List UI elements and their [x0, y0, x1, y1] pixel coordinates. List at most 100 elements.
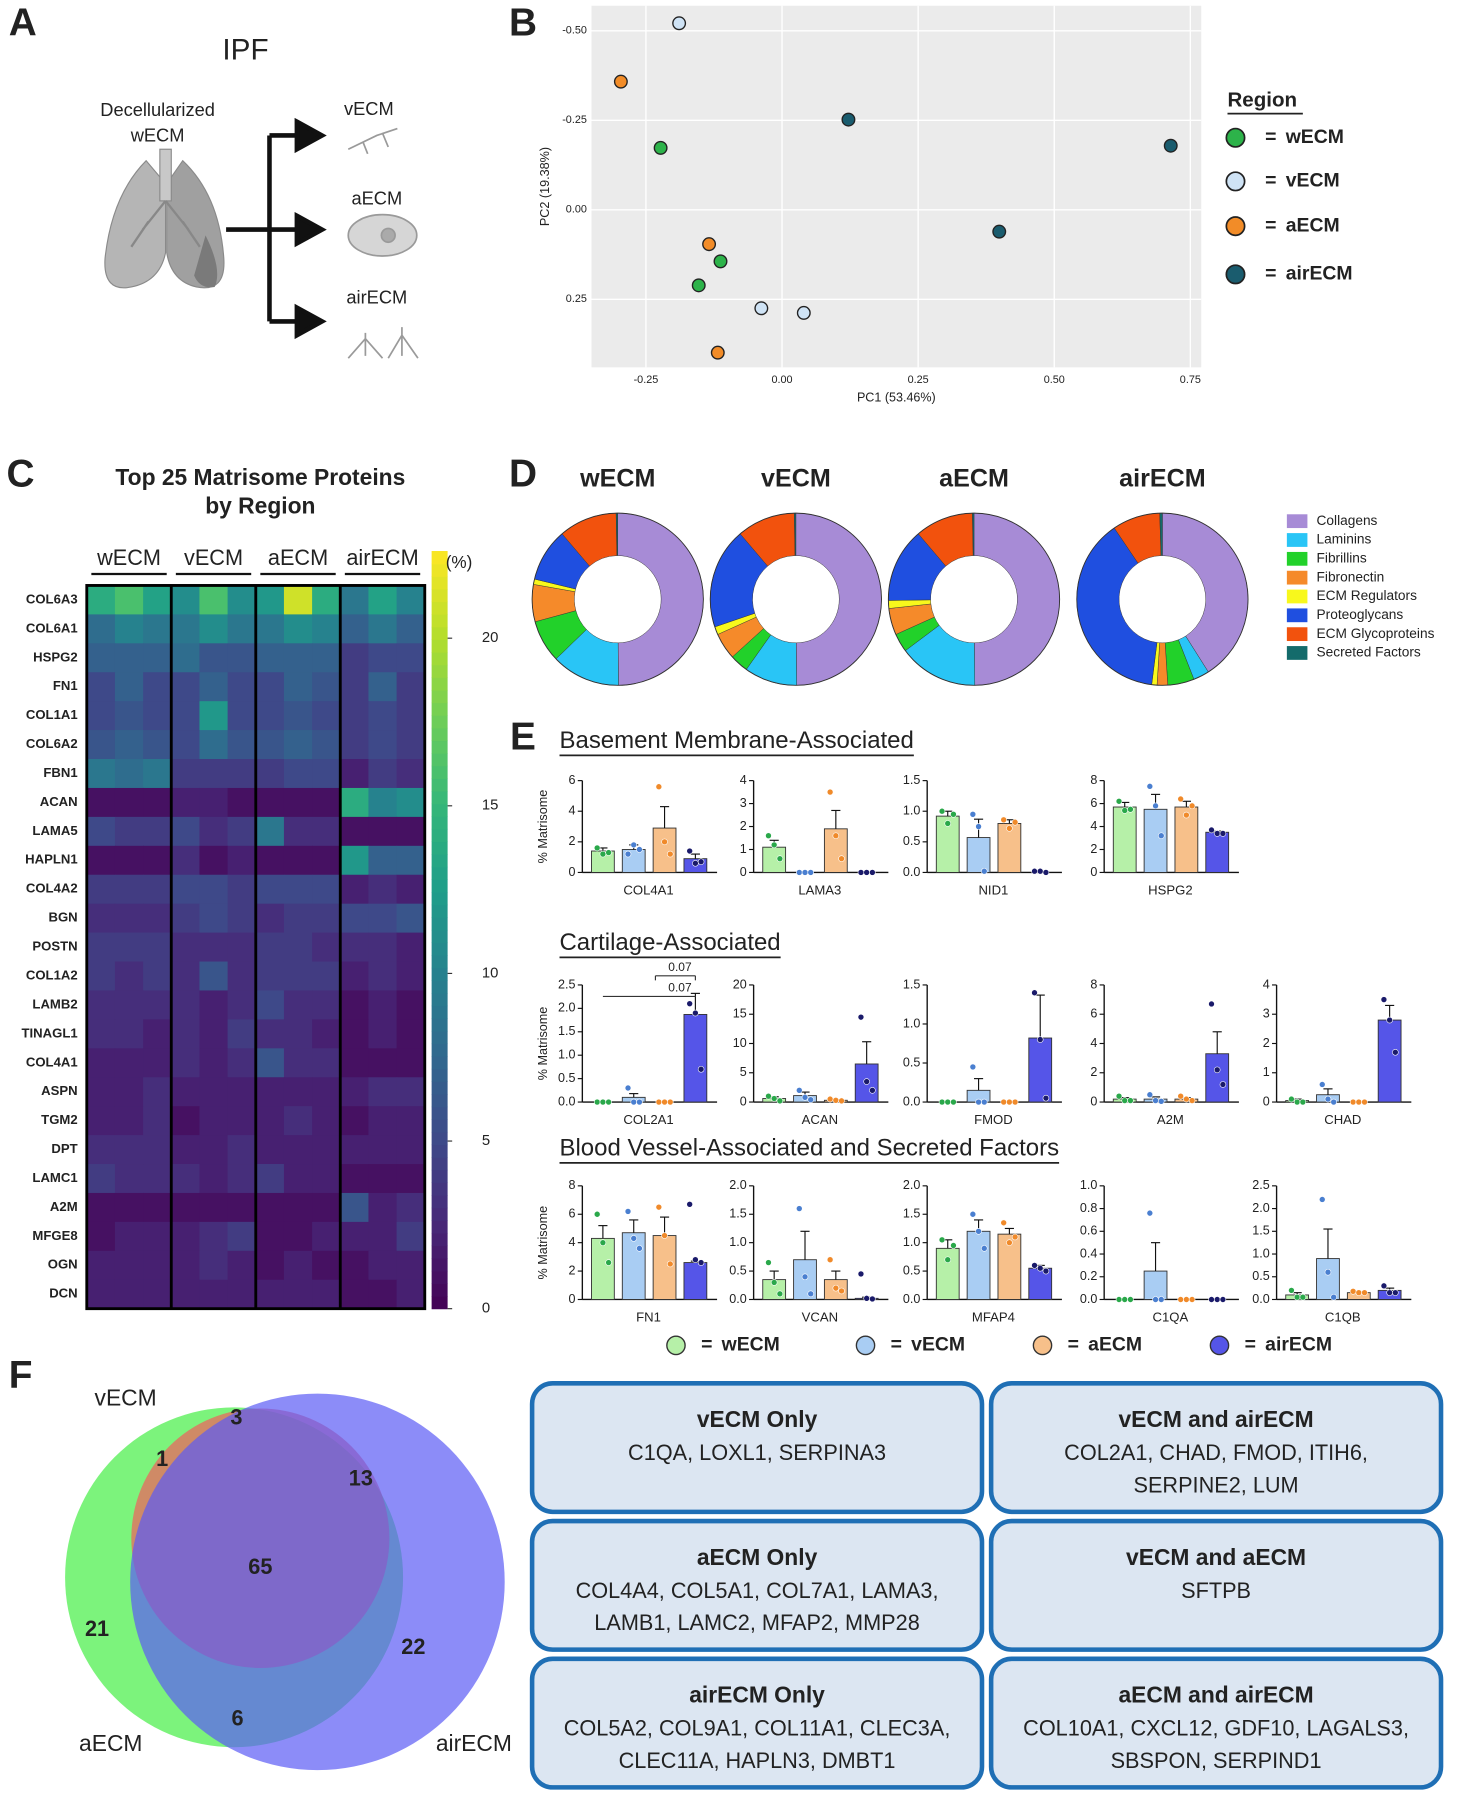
heatmap-cell	[143, 643, 172, 673]
heatmap-cell	[312, 816, 341, 847]
colorbar-step	[431, 1207, 448, 1221]
data-point	[1293, 1293, 1301, 1301]
data-point	[1031, 1262, 1038, 1269]
data-point	[1349, 1098, 1357, 1106]
heatmap-cell	[340, 787, 370, 818]
data-point	[1380, 1282, 1388, 1290]
data-point	[605, 1098, 612, 1106]
data-point	[655, 1098, 663, 1106]
heatmap-cell	[171, 730, 201, 760]
heatmap-cell	[199, 787, 229, 818]
colorbar-step	[431, 702, 448, 716]
heatmap-cell	[143, 874, 172, 905]
heatmap-cell	[396, 1135, 426, 1165]
heatmap-cell	[143, 932, 172, 963]
legend-label: Collagens	[1317, 513, 1378, 528]
venn-count: 65	[248, 1554, 272, 1579]
data-point	[1355, 1098, 1363, 1106]
data-point	[1188, 802, 1196, 810]
heatmap-cell	[171, 1106, 201, 1136]
venn-count: 6	[231, 1705, 243, 1730]
heatmap-cell	[227, 1106, 257, 1136]
heatmap-cell	[255, 1192, 285, 1223]
data-point	[1127, 1097, 1134, 1104]
colorbar-step	[431, 740, 448, 754]
heatmap-cell	[368, 845, 398, 876]
heatmap-cell	[227, 1135, 257, 1165]
output-label: airECM	[346, 286, 407, 307]
colorbar-step	[431, 1030, 448, 1045]
heatmap-cell	[255, 614, 285, 644]
p-value: 0.07	[668, 960, 692, 974]
donut-outline	[531, 512, 704, 686]
heatmap-cell	[114, 845, 144, 876]
data-point	[1036, 867, 1044, 875]
legend-swatch	[1286, 646, 1308, 660]
colorbar-step	[431, 891, 448, 906]
y-axis-label: % Matrisome	[536, 1007, 550, 1081]
heatmap-cell	[86, 1048, 116, 1078]
data-point	[630, 1098, 637, 1106]
y-tick-label: 0	[1090, 865, 1097, 879]
heatmap-cell	[171, 1192, 201, 1223]
data-point	[857, 1270, 865, 1278]
output-label: vECM	[344, 98, 394, 119]
heatmap-cell	[340, 990, 370, 1020]
y-tick-label: 5	[740, 1065, 747, 1079]
row-label: HAPLN1	[25, 852, 77, 867]
colorbar-step	[431, 1232, 448, 1247]
heatmap-cell	[86, 816, 116, 847]
heatmap-cell	[114, 874, 144, 905]
heatmap-cell	[312, 1106, 341, 1136]
heatmap-cell	[199, 585, 229, 615]
row-label: POSTN	[32, 939, 77, 954]
donut-outline	[887, 512, 1061, 686]
data-point	[1158, 832, 1165, 839]
category-label: ACAN	[802, 1112, 838, 1127]
venn-count: 13	[349, 1465, 373, 1490]
data-point	[1146, 1091, 1154, 1098]
bar	[621, 1232, 646, 1300]
heatmap-cell	[171, 759, 201, 789]
gene-box-title: vECM and airECM	[1118, 1406, 1313, 1432]
category-label: FMOD	[974, 1112, 1013, 1127]
colorbar-tick-label: 10	[482, 965, 499, 981]
row-label: COL6A3	[26, 591, 78, 606]
heatmap-cell	[255, 990, 285, 1020]
heatmap-cell	[171, 701, 201, 731]
donut-title: airECM	[1119, 464, 1206, 492]
data-point	[655, 1203, 663, 1211]
row-label: COL6A2	[26, 736, 78, 751]
y-tick-label: 2	[1263, 1036, 1270, 1050]
data-point	[770, 1095, 778, 1102]
legend-swatch	[1286, 533, 1308, 547]
scatter-point	[613, 74, 628, 89]
legend-separator: =	[1245, 1334, 1256, 1356]
y-tick-label: 1.0	[903, 804, 920, 818]
heatmap-cell	[312, 1192, 341, 1223]
y-axis-label: % Matrisome	[536, 1206, 550, 1280]
colorbar-step	[431, 614, 448, 628]
row-label: HSPG2	[33, 649, 77, 664]
x-tick-label: 0.25	[908, 374, 929, 386]
bar	[683, 1013, 708, 1103]
colorbar-label: (%)	[446, 552, 473, 572]
heatmap-cell	[199, 1164, 229, 1194]
heatmap-cell	[255, 1048, 285, 1078]
heatmap-cell	[114, 643, 144, 673]
heatmap-cell	[114, 787, 144, 818]
heatmap-cell	[114, 730, 144, 760]
gene-box	[988, 1656, 1444, 1790]
heatmap-cell	[312, 932, 341, 963]
heatmap-cell	[143, 1221, 172, 1252]
y-tick-label: 3	[1263, 1007, 1270, 1021]
y-tick-label: 1.5	[903, 773, 920, 787]
data-point	[667, 850, 674, 858]
data-point	[1219, 830, 1227, 837]
data-point	[692, 1256, 699, 1263]
data-point	[636, 846, 643, 853]
gene-list: C1QA, LOXL1, SERPINA3	[628, 1440, 886, 1465]
heatmap-cell	[312, 701, 341, 731]
data-point	[770, 1279, 778, 1286]
heatmap-cell	[340, 874, 370, 905]
